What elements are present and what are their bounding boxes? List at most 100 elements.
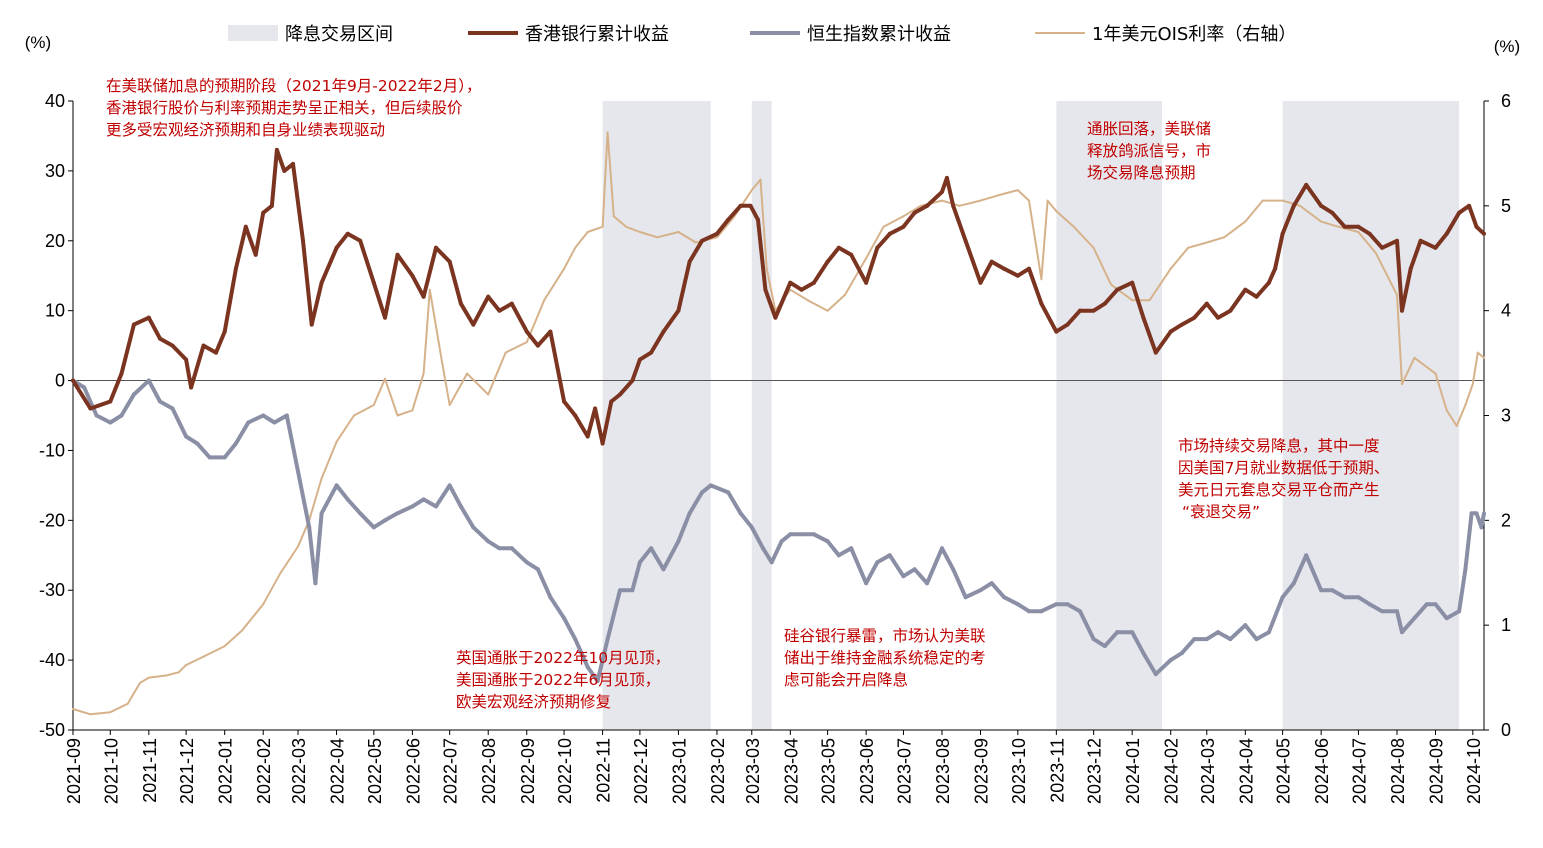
shaded-band — [602, 101, 711, 730]
legend-label: 恒生指数累计收益 — [807, 24, 951, 45]
hsi-point — [605, 637, 610, 642]
hk-banks-point — [1319, 203, 1324, 208]
hk-banks-point — [383, 315, 388, 320]
hk-banks-point — [1141, 315, 1146, 320]
ois-point — [1055, 210, 1058, 213]
right-tick-label: 4 — [1501, 301, 1511, 321]
hsi-point — [458, 504, 463, 509]
hsi-point — [471, 525, 476, 530]
hsi-point — [1204, 637, 1209, 642]
legend-label: 降息交易区间 — [285, 24, 393, 45]
x-tick-label: 2022-03 — [289, 738, 309, 804]
hk-banks-point — [661, 329, 666, 334]
ois-point — [612, 215, 615, 218]
hk-banks-point — [1077, 308, 1082, 313]
hsi-point — [661, 567, 666, 572]
hsi-point — [887, 553, 892, 558]
ois-point — [996, 194, 999, 197]
ois-point — [765, 267, 768, 270]
hsi-point — [1280, 595, 1285, 600]
hsi-point — [963, 595, 968, 600]
ois-point — [826, 309, 829, 312]
x-tick-label: 2022-04 — [328, 738, 348, 804]
hsi-point — [1102, 644, 1107, 649]
hk-banks-point — [811, 280, 816, 285]
ois-point — [844, 293, 847, 296]
hsi-point — [447, 483, 452, 488]
hsi-point — [421, 497, 426, 502]
hk-banks-point — [213, 350, 218, 355]
hsi-point — [195, 441, 200, 446]
right-tick-label: 2 — [1501, 510, 1511, 530]
annotation-line: 通胀回落，美联储 — [1087, 120, 1211, 138]
hsi-point — [1330, 588, 1335, 593]
ois-point — [1261, 199, 1264, 202]
ois-point — [1395, 293, 1398, 296]
hk-banks-point — [184, 357, 189, 362]
x-tick-label: 2023-12 — [1085, 738, 1105, 804]
hsi-point — [1291, 581, 1296, 586]
hk-banks-point — [617, 392, 622, 397]
hk-banks-point — [1467, 203, 1472, 208]
hk-banks-point — [108, 399, 113, 404]
ois-point — [750, 189, 753, 192]
ois-point — [940, 199, 943, 202]
ois-point — [297, 545, 300, 548]
hk-banks-point — [158, 336, 163, 341]
ois-point — [1016, 189, 1019, 192]
hk-banks-point — [1304, 182, 1309, 187]
hk-banks-point — [170, 343, 175, 348]
ois-point — [411, 409, 414, 412]
hk-banks-point — [1091, 308, 1096, 313]
hsi-point — [1002, 595, 1007, 600]
ois-point — [1072, 225, 1075, 228]
hsi-point — [1474, 511, 1479, 516]
left-tick-label: -20 — [39, 510, 65, 530]
ois-point — [1476, 351, 1479, 354]
ois-point — [1464, 404, 1467, 407]
hsi-point — [925, 581, 930, 586]
hk-banks-point — [434, 245, 439, 250]
ois-point — [177, 671, 180, 674]
ois-point — [320, 477, 323, 480]
hk-banks-point — [755, 217, 760, 222]
x-tick-label: 2024-10 — [1464, 738, 1484, 804]
hsi-point — [1168, 658, 1173, 663]
hk-banks-point — [600, 441, 605, 446]
hk-banks-point — [1291, 203, 1296, 208]
hk-banks-point — [1367, 231, 1372, 236]
hk-banks-point — [1418, 238, 1423, 243]
hsi-point — [207, 455, 212, 460]
ois-point — [638, 231, 641, 234]
hk-banks-point — [1065, 322, 1070, 327]
left-tick-label: 20 — [45, 231, 65, 251]
ois-point — [677, 231, 680, 234]
hsi-point — [849, 546, 854, 551]
hsi-point — [760, 546, 765, 551]
hk-banks-point — [88, 406, 93, 411]
hk-banks-point — [358, 238, 363, 243]
x-tick-label: 2021-10 — [101, 738, 121, 804]
annotation-line: 在美联储加息的预期阶段（2021年9月-2022年2月）， — [106, 77, 481, 95]
hk-banks-point — [825, 259, 830, 264]
ois-point — [882, 225, 885, 228]
x-tick-label: 2022-07 — [441, 738, 461, 804]
hsi-point — [524, 560, 529, 565]
hsi-point — [307, 525, 312, 530]
annotation-line: 美国通胀于2022年6月见顶， — [456, 671, 660, 689]
annotation-line: 硅谷银行暴雷，市场认为美联 — [784, 627, 986, 645]
hk-banks-point — [319, 280, 324, 285]
hk-banks-point — [573, 413, 578, 418]
annotation-line: 香港银行股价与利率预期走势呈正相关，但后续股价 — [106, 99, 463, 117]
ois-point — [1046, 199, 1049, 202]
hk-banks-point — [131, 322, 136, 327]
hsi-point — [319, 511, 324, 516]
hk-banks-point — [1482, 231, 1486, 236]
ois-point — [1092, 246, 1095, 249]
hsi-point — [1469, 511, 1474, 516]
hsi-point — [358, 511, 363, 516]
annotation-line: 因美国7月就业数据低于预期、 — [1178, 459, 1389, 477]
hk-banks-point — [243, 224, 248, 229]
ois-point — [262, 603, 265, 606]
hk-banks-point — [471, 322, 476, 327]
